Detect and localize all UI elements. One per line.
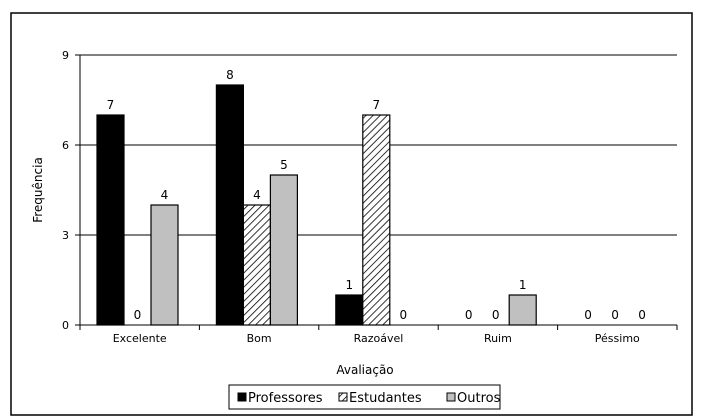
data-label: 8 — [226, 68, 234, 82]
data-label: 4 — [253, 188, 261, 202]
bar-professores-razoável — [335, 294, 364, 326]
legend: Professores Estudantes Outros — [228, 384, 501, 410]
data-label: 0 — [399, 308, 407, 322]
data-label: 1 — [519, 278, 527, 292]
legend-swatch-professores — [237, 392, 247, 402]
data-label: 0 — [492, 308, 500, 322]
y-tick-label: 9 — [62, 49, 69, 62]
y-tick-label: 0 — [62, 319, 69, 332]
legend-label-professores: Professores — [248, 391, 323, 406]
x-tick-label: Ruim — [484, 332, 512, 345]
data-label: 7 — [107, 98, 115, 112]
y-tick-label: 3 — [62, 229, 69, 242]
bar-outros-excelente — [150, 204, 179, 326]
legend-swatch-outros — [446, 392, 456, 402]
axes-layer — [75, 54, 678, 330]
x-tick-label: Bom — [247, 332, 272, 345]
legend-label-estudantes: Estudantes — [349, 391, 422, 406]
bar-professores-bom — [215, 84, 244, 326]
x-axis-title: Avaliação — [336, 363, 393, 377]
y-tick-label: 6 — [62, 139, 69, 152]
data-label: 0 — [638, 308, 646, 322]
data-label: 0 — [465, 308, 473, 322]
bar-outros-bom — [269, 174, 298, 326]
data-label: 0 — [611, 308, 619, 322]
data-label: 7 — [372, 98, 380, 112]
data-label: 0 — [584, 308, 592, 322]
legend-label-outros: Outros — [457, 391, 501, 406]
legend-swatch-estudantes — [338, 392, 348, 402]
bars-layer — [96, 84, 537, 326]
data-label: 5 — [280, 158, 288, 172]
y-axis-title: Frequência — [31, 157, 45, 223]
labels-layer: 0 3 6 9 Excelente Bom Razoável Ruim Péssimo 7 8 1 0 0… — [62, 49, 646, 345]
x-tick-label: Razoável — [354, 332, 404, 345]
x-tick-label: Péssimo — [595, 332, 640, 345]
bar-estudantes-bom — [242, 204, 271, 326]
bar-estudantes-razoável — [362, 114, 391, 326]
data-label: 1 — [345, 278, 353, 292]
data-label: 4 — [161, 188, 169, 202]
bar-outros-ruim — [508, 294, 537, 326]
data-label: 0 — [134, 308, 142, 322]
x-tick-label: Excelente — [113, 332, 167, 345]
bar-professores-excelente — [96, 114, 125, 326]
